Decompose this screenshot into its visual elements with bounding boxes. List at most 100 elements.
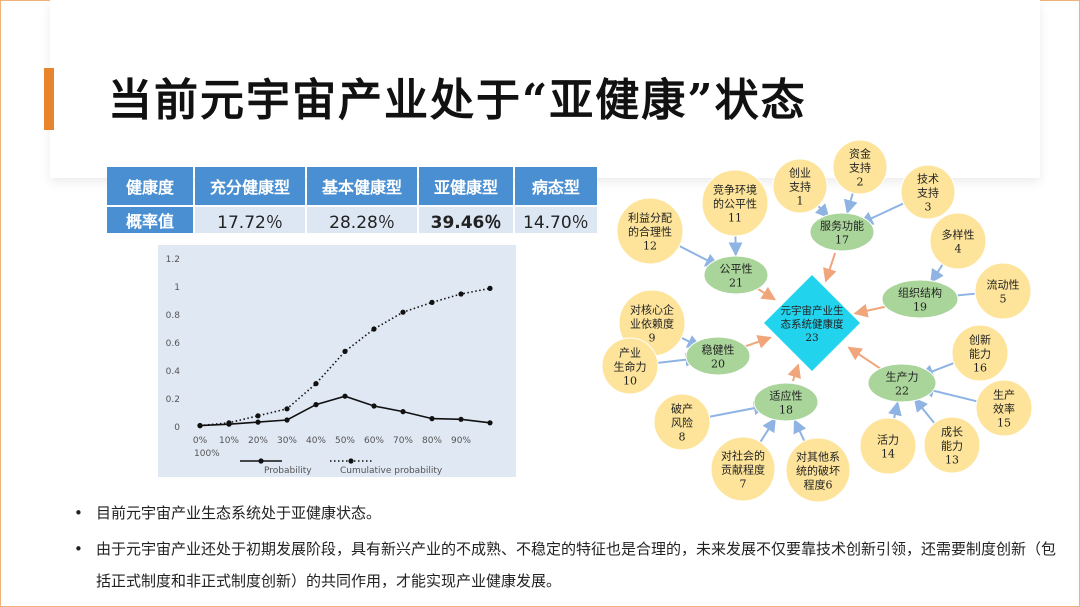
indicator-node-label: 7 <box>740 478 747 491</box>
indicator-node-label: 生命力 <box>614 360 647 374</box>
indicator-node-n1 <box>772 158 828 214</box>
indicator-node-label: 成长 <box>941 426 963 439</box>
dimension-node-label: 组织结构 <box>898 286 942 300</box>
data-point <box>313 381 319 387</box>
indicator-node-label: 13 <box>945 454 959 467</box>
table-header-cell: 亚健康型 <box>419 167 513 205</box>
indicator-node-label: 10 <box>623 375 637 388</box>
legend-marker <box>348 458 354 464</box>
indicator-node-label: 2 <box>857 176 864 189</box>
dimension-node-n22 <box>867 363 937 403</box>
indicator-node-label: 活力 <box>877 434 899 447</box>
x-tick-label: 30% <box>277 436 297 446</box>
legend-label: Cumulative probability <box>340 466 443 476</box>
y-tick-label: 0.6 <box>166 339 181 349</box>
indicator-node-label: 8 <box>679 431 686 444</box>
table-header-cell: 基本健康型 <box>307 167 417 205</box>
center-node-label: 23 <box>805 332 818 344</box>
dimension-node-label: 22 <box>895 385 909 398</box>
indicator-node-n3 <box>900 164 956 220</box>
indicator-node-label: 程度6 <box>804 478 833 492</box>
dimension-node-n19 <box>881 279 959 319</box>
data-point <box>429 416 435 422</box>
dimension-node-label: 服务功能 <box>820 219 864 233</box>
indicator-node-label: 竞争环境 <box>713 183 757 197</box>
data-point <box>255 419 261 425</box>
data-point <box>197 423 203 429</box>
indicator-node-label: 9 <box>649 332 656 345</box>
indicator-node-label: 贡献程度 <box>721 463 765 477</box>
table-row-label: 概率值 <box>107 207 193 233</box>
x-tick-label: 0% <box>193 436 208 446</box>
indicator-node-label: 对核心企 <box>630 303 674 317</box>
dimension-node-label: 18 <box>779 404 793 417</box>
indicator-node-label: 破产 <box>671 402 693 416</box>
y-tick-label: 0 <box>174 423 180 433</box>
data-point <box>458 291 464 297</box>
dimension-node-n20 <box>685 336 751 376</box>
indicator-node-n5 <box>974 262 1032 320</box>
dependency-arrow <box>913 397 936 424</box>
table-cell: 17.72％ <box>195 207 305 233</box>
data-point <box>342 393 348 399</box>
indicator-node-n10 <box>601 337 659 395</box>
x-tick-label: 10% <box>219 436 239 446</box>
indicator-node-label: 支持 <box>789 180 811 194</box>
y-tick-label: 1.2 <box>166 255 180 265</box>
indicator-node-n8 <box>653 393 711 451</box>
data-point <box>371 326 377 332</box>
indicator-node-label: 产业 <box>619 346 641 360</box>
indicator-node-label: 对其他系 <box>796 450 840 464</box>
data-point <box>284 417 290 423</box>
dimension-node-label: 21 <box>729 277 743 290</box>
dimension-node-label: 适应性 <box>770 389 803 403</box>
indicator-node-n2 <box>832 140 888 195</box>
indicator-node-label: 的合理性 <box>628 225 672 239</box>
indicator-node-label: 4 <box>955 243 962 256</box>
indicator-node-label: 效率 <box>993 402 1015 416</box>
indicator-node-label: 16 <box>973 362 987 375</box>
data-point <box>284 406 290 412</box>
x-tick-label: 60% <box>364 436 384 446</box>
contribution-arrow <box>847 346 885 372</box>
bullet-text: 目前元宇宙产业生态系统处于亚健康状态。 <box>96 504 382 522</box>
indicator-node-label: 的公平性 <box>713 197 757 211</box>
indicator-node-label: 风险 <box>671 416 693 430</box>
dimension-node-n17 <box>809 212 875 252</box>
probability-chart-svg: 0 0.2 0.4 0.6 0.8 1 1.2 0% 10% 20% 30% 40% 50% 60% 70%… <box>166 255 493 476</box>
x-tick-label: 90% <box>451 436 471 446</box>
data-point <box>487 420 493 426</box>
dependency-arrow <box>759 417 777 443</box>
indicator-node-label: 创新 <box>969 333 991 347</box>
indicator-node-n16 <box>951 324 1009 382</box>
indicator-node-n11 <box>701 169 769 237</box>
data-point <box>313 402 319 408</box>
indicator-node-n4 <box>929 212 987 270</box>
dimension-node-label: 稳健性 <box>702 343 735 357</box>
legend-marker <box>258 458 264 464</box>
data-point <box>429 299 435 305</box>
health-table: 健康度 充分健康型 基本健康型 亚健康型 病态型 概率值 17.72％ 28.2… <box>105 165 599 235</box>
indicator-node-label: 资金 <box>849 147 871 161</box>
table-header-cell: 充分健康型 <box>195 167 305 205</box>
legend-label: Probability <box>264 466 312 476</box>
indicator-node-label: 11 <box>728 212 742 225</box>
data-point <box>458 416 464 422</box>
data-point <box>371 403 377 409</box>
dependency-arrow <box>793 418 807 442</box>
indicator-node-label: 12 <box>643 240 657 253</box>
center-node-label: 态系统健康度 <box>781 317 844 330</box>
indicator-node-label: 统的破坏 <box>796 464 840 478</box>
table-cell: 14.70％ <box>515 207 597 233</box>
data-point <box>255 413 261 419</box>
indicator-node-label: 流动性 <box>987 278 1020 292</box>
indicator-node-label: 支持 <box>917 186 939 200</box>
data-point <box>400 309 406 315</box>
indicator-node-label: 3 <box>925 201 932 214</box>
data-point <box>487 285 493 291</box>
indicator-node-n12 <box>616 197 684 265</box>
y-tick-label: 0.2 <box>166 395 180 405</box>
dependency-arrow <box>843 192 858 215</box>
x-tick-label: 80% <box>422 436 442 446</box>
